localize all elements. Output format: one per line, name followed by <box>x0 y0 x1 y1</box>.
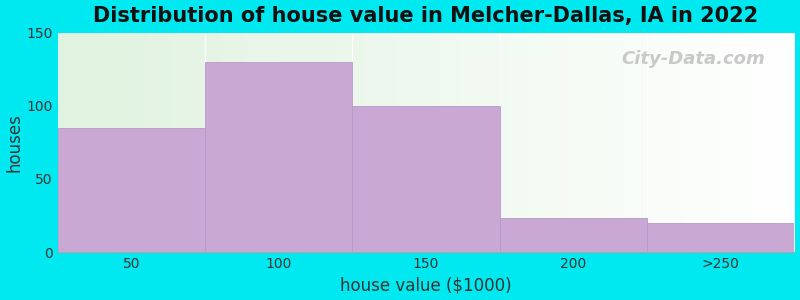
Title: Distribution of house value in Melcher-Dallas, IA in 2022: Distribution of house value in Melcher-D… <box>94 6 758 26</box>
Bar <box>352 106 500 252</box>
Bar <box>58 128 205 252</box>
Text: City-Data.com: City-Data.com <box>622 50 765 68</box>
X-axis label: house value ($1000): house value ($1000) <box>340 276 512 294</box>
Bar <box>205 62 352 252</box>
Y-axis label: houses: houses <box>6 113 23 172</box>
Bar <box>500 218 647 252</box>
Bar <box>647 223 794 252</box>
